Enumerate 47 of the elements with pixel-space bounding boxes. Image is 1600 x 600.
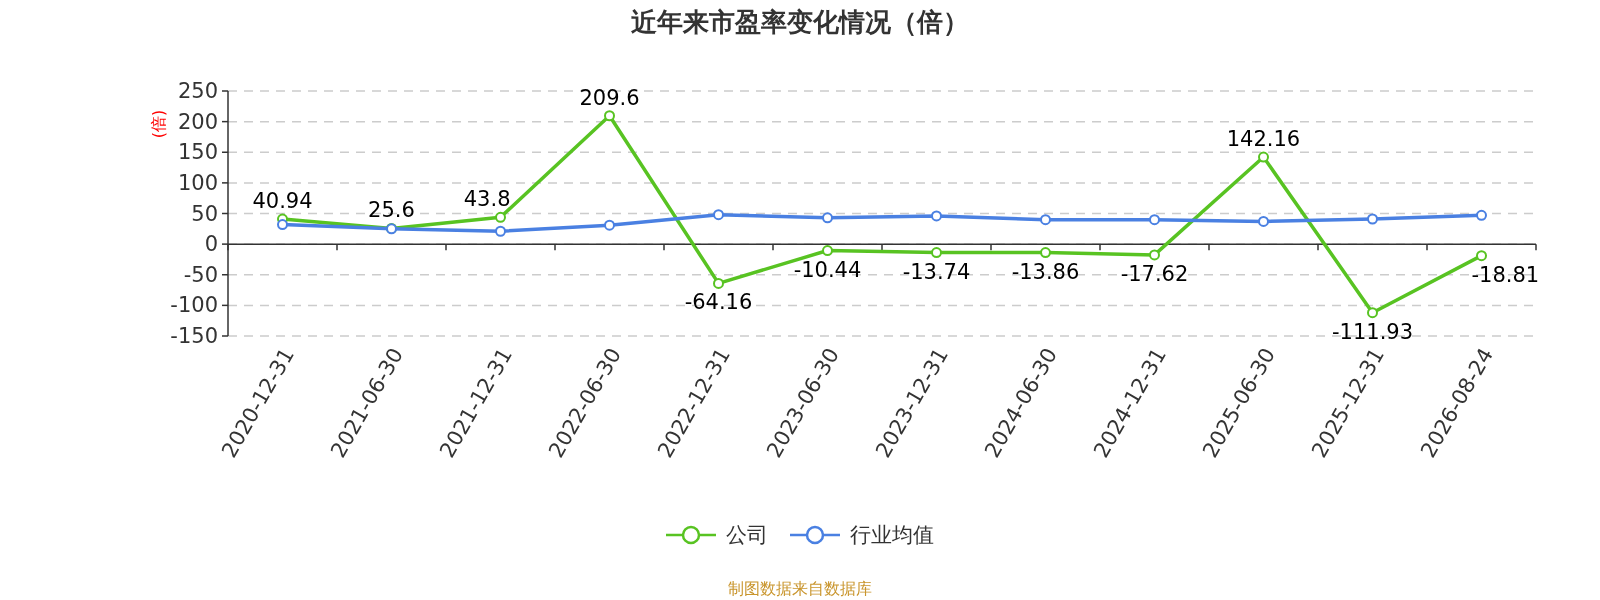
point [1367, 307, 1378, 319]
point [1258, 215, 1269, 227]
text: 制图数据来自数据库 [728, 578, 872, 598]
data-label: 142.16 [1226, 127, 1301, 152]
point [1040, 214, 1051, 226]
point [1258, 151, 1269, 163]
data-label: -111.93 [1331, 319, 1414, 344]
legend-label: 公司 [726, 523, 768, 547]
point [713, 277, 724, 289]
point [495, 225, 506, 237]
point [604, 110, 615, 122]
y-tick-label: 250 [177, 79, 218, 103]
y-tick-label: 150 [177, 140, 218, 165]
point [495, 211, 506, 223]
data-label: -18.81 [1471, 262, 1540, 287]
point [1040, 247, 1051, 259]
point [931, 247, 942, 259]
data-label: -10.44 [793, 257, 862, 282]
y-tick-label: -100 [170, 293, 218, 318]
data-label: 43.8 [463, 187, 511, 212]
data-label: -13.74 [902, 259, 971, 284]
data-label: 25.6 [368, 198, 415, 223]
y-tick-label: 100 [177, 170, 218, 195]
data-label: -13.86 [1011, 259, 1080, 284]
data-label: -17.62 [1120, 261, 1189, 286]
point [277, 219, 288, 231]
y-tick-label: -50 [183, 262, 218, 287]
point [1149, 214, 1160, 226]
point [1367, 213, 1378, 225]
legend-label: 行业均值 [850, 523, 934, 547]
point [931, 210, 942, 222]
y-tick-label: 200 [177, 109, 218, 134]
y-tick-label: 50 [191, 201, 218, 226]
point [1476, 209, 1487, 221]
y-tick-label: 0 [204, 232, 218, 257]
y-axis-title: (倍) [148, 109, 168, 139]
point [713, 209, 724, 221]
data-label: -64.16 [684, 290, 753, 315]
chart-title: 近年来市盈率变化情况（倍） [631, 7, 969, 37]
data-label: 209.6 [579, 85, 640, 110]
point [604, 219, 615, 231]
data-label: 40.94 [252, 189, 313, 214]
point [1149, 249, 1160, 261]
y-tick-label: -150 [170, 324, 218, 348]
point [822, 245, 833, 257]
point [822, 212, 833, 224]
point [1476, 250, 1487, 262]
